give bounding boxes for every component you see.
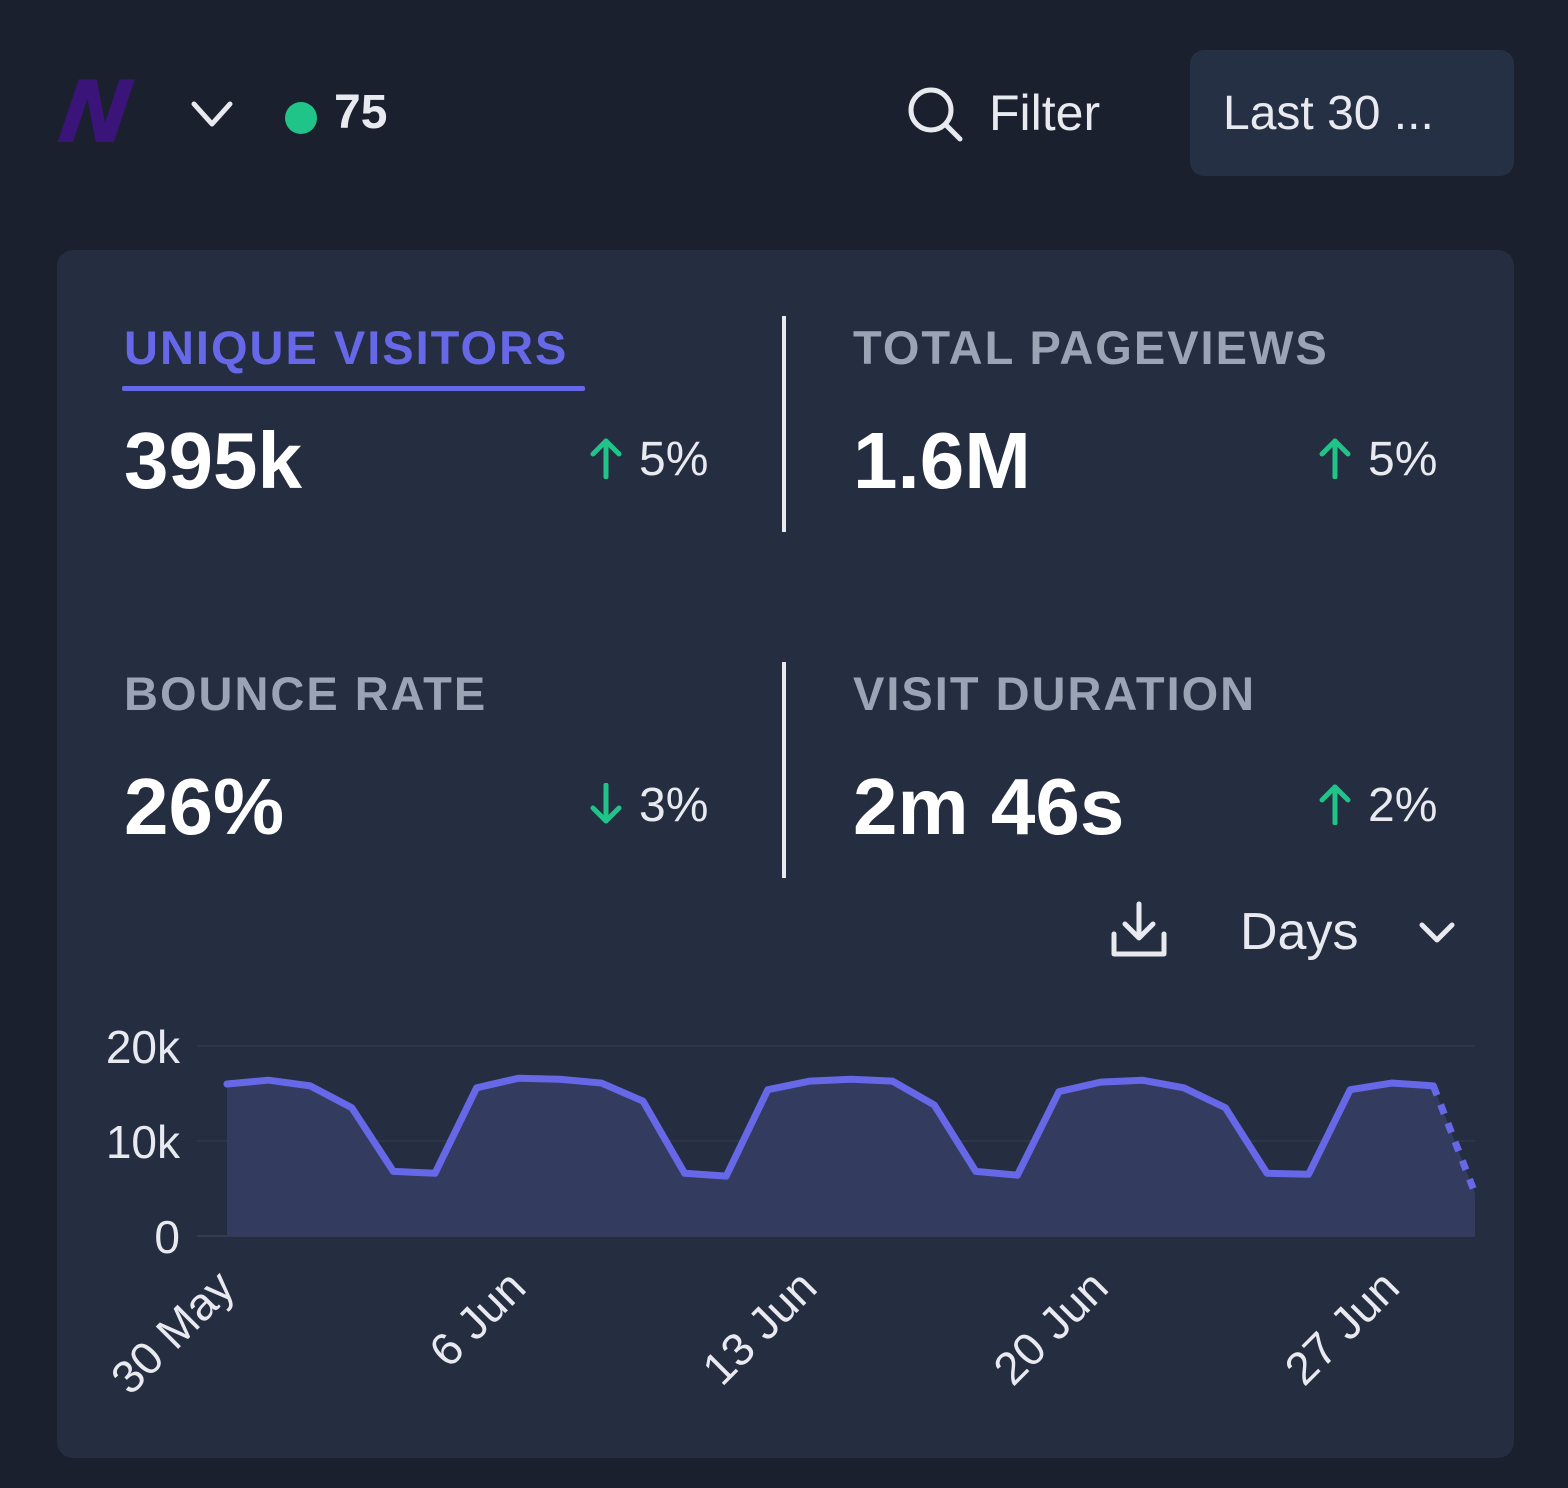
y-tick-label: 0 (154, 1211, 180, 1263)
data-point (931, 1102, 937, 1108)
data-point (224, 1081, 230, 1087)
stat-change: 5% (1318, 430, 1437, 490)
data-point (598, 1080, 604, 1086)
stat-change-value: 2% (1368, 779, 1438, 832)
stat-divider (782, 316, 786, 532)
stat-change: 2% (1318, 776, 1437, 836)
data-point (432, 1170, 438, 1176)
x-tick-label: 13 Jun (692, 1260, 826, 1394)
arrow-up-icon (1319, 784, 1351, 826)
chevron-down-icon (1419, 922, 1455, 943)
data-point (1139, 1077, 1145, 1083)
stat-label: BOUNCE RATE (124, 667, 488, 720)
data-point (1264, 1170, 1270, 1176)
stat-value: 395k (124, 416, 302, 505)
stat-change-value: 3% (639, 779, 709, 832)
stat-unique-visitors[interactable]: UNIQUE VISITORS 395k 5% (122, 320, 754, 550)
series-line (223, 1074, 1437, 1180)
stat-divider (782, 662, 786, 878)
data-point (682, 1170, 688, 1176)
data-point (1306, 1171, 1312, 1177)
data-point (1098, 1079, 1104, 1085)
data-point (1347, 1087, 1353, 1093)
top-bar: N 75 Filter Last 30 ... (0, 0, 1568, 230)
data-point (349, 1105, 355, 1111)
stat-label: TOTAL PAGEVIEWS (853, 321, 1329, 374)
data-point (765, 1087, 771, 1093)
data-point (1472, 1190, 1478, 1196)
data-point (1014, 1172, 1020, 1178)
site-logo[interactable]: N (52, 63, 140, 163)
data-point (973, 1168, 979, 1174)
date-range-button[interactable]: Last 30 ... (1190, 50, 1514, 176)
data-point (1222, 1105, 1228, 1111)
x-tick-label: 6 Jun (419, 1260, 535, 1376)
live-visitors-count[interactable]: 75 (334, 86, 388, 139)
arrow-down-icon (590, 782, 622, 824)
y-tick-label: 10k (106, 1116, 181, 1168)
stat-visit-duration[interactable]: VISIT DURATION 2m 46s 2% (853, 666, 1483, 896)
data-point (1056, 1089, 1062, 1095)
visitors-chart: 0 10k 20k 30 May 6 Jun 13 Jun 20 Jun 27 Jun (101, 1021, 1479, 1404)
filter-button[interactable]: Filter (905, 80, 1115, 150)
data-point (474, 1085, 480, 1091)
x-tick-label: 27 Jun (1274, 1260, 1408, 1394)
live-indicator-dot (285, 102, 317, 134)
data-point (1389, 1080, 1395, 1086)
stat-bounce-rate[interactable]: BOUNCE RATE 26% 3% (124, 666, 754, 896)
area-fill (227, 1078, 1475, 1236)
chevron-down-icon[interactable] (188, 96, 236, 132)
x-tick-label: 20 Jun (983, 1260, 1117, 1394)
stat-change: 3% (589, 776, 708, 836)
search-icon (908, 87, 963, 142)
stat-label: VISIT DURATION (853, 667, 1257, 720)
interval-label: Days (1240, 903, 1359, 961)
data-point (1181, 1085, 1187, 1091)
stat-label: UNIQUE VISITORS (124, 321, 569, 374)
stat-change-value: 5% (639, 433, 709, 486)
y-tick-label: 20k (106, 1021, 181, 1073)
arrow-up-icon (590, 438, 622, 480)
data-point (890, 1078, 896, 1084)
data-point (307, 1083, 313, 1089)
x-tick-label: 30 May (101, 1260, 244, 1403)
data-point (266, 1077, 272, 1083)
stat-change: 5% (589, 430, 708, 490)
data-point (848, 1076, 854, 1082)
data-point (390, 1168, 396, 1174)
data-point (1430, 1083, 1436, 1089)
date-range-label: Last 30 ... (1223, 87, 1434, 140)
stat-value: 26% (124, 762, 285, 851)
data-point (640, 1098, 646, 1104)
filter-label: Filter (989, 85, 1101, 141)
arrow-up-icon (1319, 438, 1351, 480)
stat-value: 1.6M (853, 416, 1031, 505)
stat-value: 2m 46s (853, 762, 1125, 851)
stats-card: UNIQUE VISITORS 395k 5% TOTAL PAGEVIEWS … (57, 250, 1514, 1458)
interval-dropdown[interactable]: Days (1237, 898, 1467, 968)
data-point (723, 1173, 729, 1179)
active-tab-underline (122, 386, 585, 391)
data-point (806, 1078, 812, 1084)
stat-total-pageviews[interactable]: TOTAL PAGEVIEWS 1.6M 5% (853, 320, 1483, 550)
download-icon[interactable] (1109, 900, 1169, 960)
data-point (515, 1075, 521, 1081)
data-point (557, 1076, 563, 1082)
stat-change-value: 5% (1368, 433, 1438, 486)
